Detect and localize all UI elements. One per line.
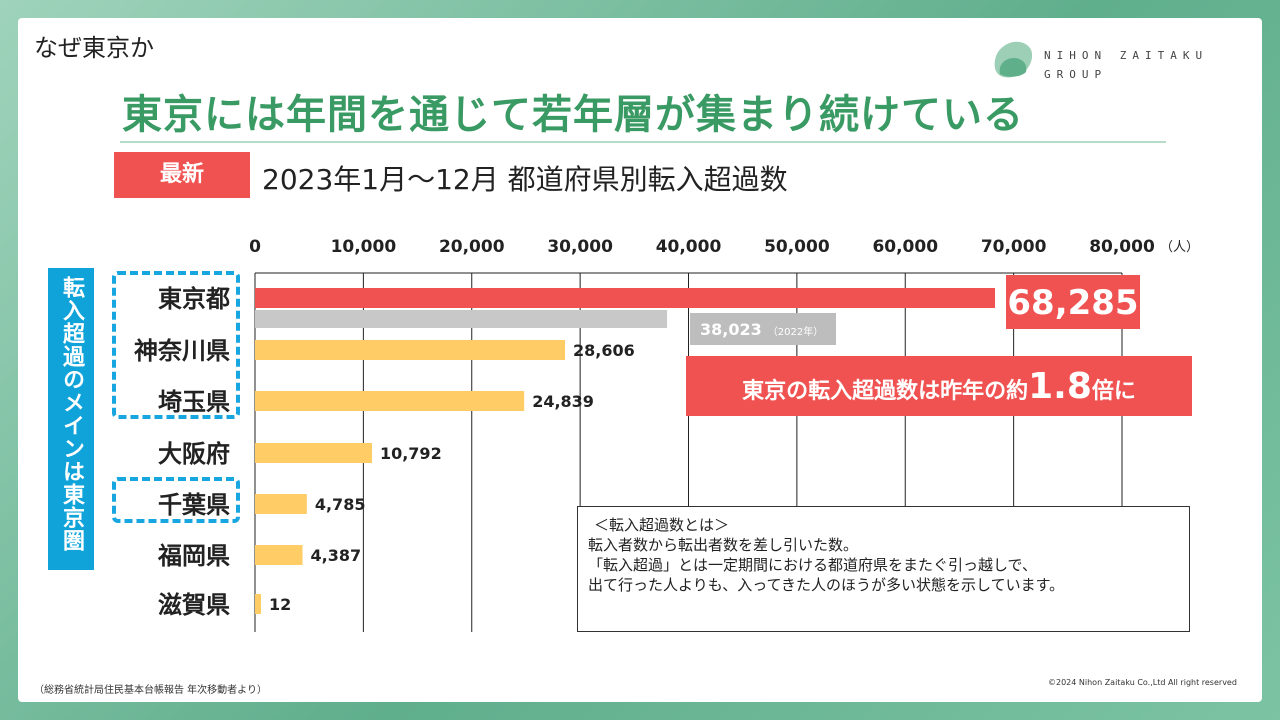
category-label: 神奈川県: [134, 337, 230, 365]
definition-title: ＜転入超過数とは＞: [594, 516, 730, 534]
ratio-suffix: 倍に: [1091, 379, 1136, 404]
data-label: 4,387: [311, 546, 362, 565]
prev-year-label: （2022年）: [767, 327, 824, 338]
data-label: 12: [269, 595, 291, 614]
logo-mark-icon: [994, 41, 1033, 78]
data-label: 4,785: [315, 495, 366, 514]
chiba-outline: [112, 477, 240, 523]
x-tick-label: 30,000: [547, 237, 613, 257]
headline: 東京には年間を通じて若年層が集まり続けている: [122, 92, 1024, 138]
y-label-text: 転入超過のメインは東京圏: [59, 276, 84, 552]
ratio-callout: 東京の転入超過数は昨年の約1.8倍に: [686, 356, 1192, 416]
ratio-prefix: 東京の転入超過数は昨年の約: [742, 379, 1029, 404]
company-logo: NIHON ZAITAKU GROUP: [990, 34, 1250, 84]
category-label: 埼玉県: [158, 388, 230, 416]
category-label: 滋賀県: [158, 591, 230, 619]
bar: [255, 594, 261, 614]
data-label: 10,792: [380, 444, 442, 463]
source-note: （総務省統計局住民基本台帳報告 年次移動者より）: [34, 685, 267, 696]
x-tick-label: 10,000: [331, 237, 397, 257]
latest-badge: 最新: [114, 152, 250, 198]
section-title: なぜ東京か: [34, 34, 154, 62]
category-label: 福岡県: [157, 542, 230, 570]
tokyo-area-outline: [112, 271, 240, 419]
category-label: 大阪府: [158, 440, 230, 468]
data-label: 28,606: [573, 341, 635, 360]
bar: [255, 288, 996, 308]
tokyo-value-callout: 68,285: [1006, 275, 1140, 329]
x-tick-label: 70,000: [981, 237, 1047, 257]
x-tick-label: 80,000: [1089, 237, 1155, 257]
logo-line2: GROUP: [1044, 68, 1108, 81]
definition-line: 転入者数から転出者数を差し引いた数。: [588, 536, 859, 554]
bar: [255, 545, 303, 565]
bar: [255, 443, 372, 463]
bar: [255, 340, 566, 360]
x-tick-label: 20,000: [439, 237, 505, 257]
prev-year-value: 38,023: [700, 320, 762, 339]
bar-prev-year: [255, 310, 668, 328]
category-label: 東京都: [158, 285, 230, 313]
x-unit-label: （人）: [1160, 240, 1199, 255]
prev-year-callout: 38,023 （2022年）: [690, 313, 836, 345]
logo-text: NIHON ZAITAKU GROUP: [1044, 46, 1208, 84]
definition-box: ＜転入超過数とは＞ 転入者数から転出者数を差し引いた数。 「転入超過」とは一定期…: [577, 506, 1190, 632]
ratio-number: 1.8: [1028, 366, 1092, 407]
copyright: ©2024 Nihon Zaitaku Co.,Ltd All right re…: [1048, 678, 1237, 687]
x-tick-label: 40,000: [656, 237, 722, 257]
logo-line1: NIHON ZAITAKU: [1044, 49, 1209, 62]
headline-divider: [120, 141, 1166, 143]
definition-line: 出て行った人よりも、入ってきた人のほうが多い状態を示しています。: [588, 576, 1065, 594]
x-tick-label: 60,000: [872, 237, 938, 257]
y-label-box: 転入超過のメインは東京圏: [48, 268, 94, 570]
definition-line: 「転入超過」とは一定期間における都道府県をまたぐ引っ越しで、: [588, 556, 1037, 574]
bar: [255, 391, 525, 411]
x-tick-label: 50,000: [764, 237, 830, 257]
chart-subtitle: 2023年1月～12月 都道府県別転入超過数: [262, 163, 788, 196]
category-label: 千葉県: [158, 491, 230, 519]
bar: [255, 494, 307, 514]
x-tick-label: 0: [249, 237, 261, 257]
data-label: 24,839: [532, 392, 594, 411]
